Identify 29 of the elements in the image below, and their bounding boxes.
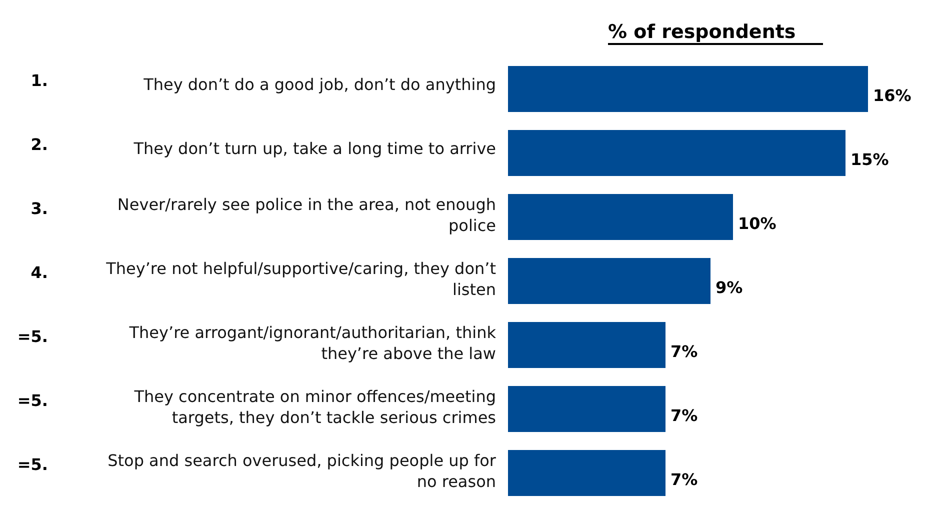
y-tick-label: They’re not helpful/supportive/caring, they don’t listen [105,259,496,299]
x-axis-title: % of respondents [608,21,796,43]
text: 3. [30,199,48,218]
data-label: 10% [738,214,776,233]
data-label: 15% [850,150,889,169]
text: 2. [30,135,48,154]
data-label: 7% [670,406,698,425]
bar [508,194,733,240]
bar [508,450,666,496]
y-tick-label: They’re arrogant/ignorant/authoritarian, think they’re above the law [128,323,497,363]
text: =5. [17,391,48,410]
text: 4. [30,263,48,282]
bar [508,322,666,368]
y-tick-label: They concentrate on minor offences/meeting targets, they don’t tackle serious crimes [133,387,496,427]
y-tick-label: They don’t do a good job, don’t do anything [142,75,496,94]
data-label: 7% [670,470,698,489]
text: =5. [17,327,48,346]
bar [508,66,868,112]
text: =5. [17,455,48,474]
bar [508,258,710,304]
data-label: 16% [873,86,912,105]
data-label: 7% [670,342,698,361]
y-tick-label: Never/rarely see police in the area, not enough police [117,195,496,235]
data-label: 9% [716,278,743,297]
bar [508,130,846,176]
bar [508,386,666,432]
y-tick-label: They don’t turn up, take a long time to arrive [132,139,496,158]
text: 1. [30,71,48,90]
y-tick-label: Stop and search overused, picking people up for no reason [108,451,496,491]
